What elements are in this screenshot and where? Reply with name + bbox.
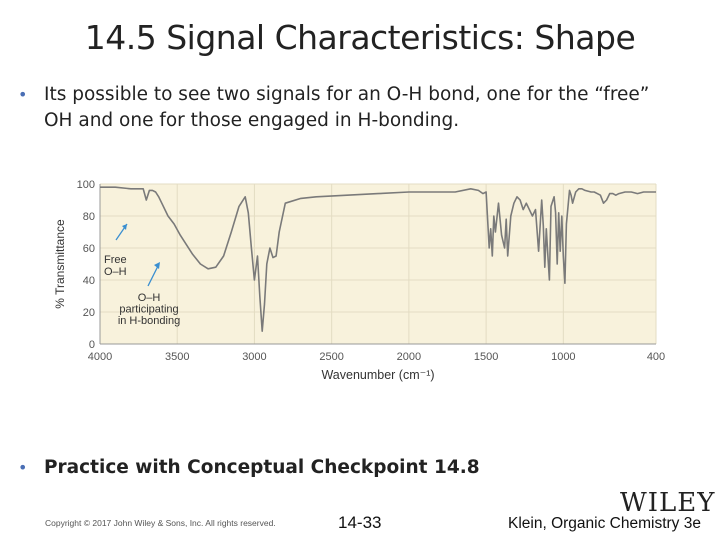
x-tick-label: 2500 (319, 351, 343, 363)
bullet-marker: • (18, 85, 28, 104)
bullet-oh-signals: • Its possible to see two signals for an… (18, 82, 708, 142)
page-number: 14-33 (338, 513, 382, 532)
bullet-marker: • (18, 458, 28, 477)
free-oh-label: Free (104, 254, 127, 266)
spectrum-line (100, 186, 656, 332)
hbond-oh-label: in H-bonding (118, 315, 180, 327)
copyright-notice: Copyright © 2017 John Wiley & Sons, Inc.… (45, 518, 276, 528)
tick-labels: 0 20 40 60 80 100 4000 3500 3000 2500 2000 1500 1000… (77, 179, 666, 363)
x-tick-label: 400 (647, 351, 665, 363)
bullet-text-line-1: Its possible to see two signals for an O… (44, 84, 650, 105)
ir-spectrum-svg: 0 20 40 60 80 100 4000 3500 3000 2500 2000 1500 1000… (53, 179, 666, 382)
axes (99, 184, 656, 345)
hbond-oh-label: O–H (138, 292, 161, 304)
x-tick-label: 3000 (242, 351, 266, 363)
wiley-logo: WILEY (620, 488, 716, 518)
y-axis-label: % Transmittance (53, 219, 67, 309)
bullet-practice-text: Practice with Conceptual Checkpoint 14.8 (44, 457, 480, 478)
y-tick-label: 40 (83, 275, 95, 287)
y-tick-label: 80 (83, 211, 95, 223)
x-axis-label: Wavenumber (cm⁻¹) (321, 368, 434, 382)
hbond-oh-arrowhead (154, 262, 160, 269)
ir-spectrum-chart: 0 20 40 60 80 100 4000 3500 3000 2500 2000 1500 1000… (48, 168, 678, 388)
book-credit: Klein, Organic Chemistry 3e (508, 515, 701, 532)
bullet-practice: • Practice with Conceptual Checkpoint 14… (18, 455, 708, 485)
y-tick-label: 0 (89, 339, 95, 351)
free-oh-label: O–H (104, 266, 127, 278)
hbond-oh-pointer (147, 263, 160, 287)
slide-title: 14.5 Signal Characteristics: Shape (84, 18, 636, 57)
x-tick-label: 1000 (551, 351, 575, 363)
x-tick-label: 3500 (165, 351, 189, 363)
x-tick-label: 2000 (397, 351, 421, 363)
hbond-oh-label: participating (119, 304, 178, 316)
plot-area (100, 184, 656, 344)
x-tick-label: 1500 (474, 351, 498, 363)
y-tick-label: 100 (77, 179, 95, 191)
bullet-text-line-2: OH and one for those engaged in H-bondin… (44, 110, 460, 131)
y-tick-label: 20 (83, 307, 95, 319)
y-tick-label: 60 (83, 243, 95, 255)
x-tick-label: 4000 (88, 351, 112, 363)
free-oh-arrowhead (122, 224, 127, 230)
